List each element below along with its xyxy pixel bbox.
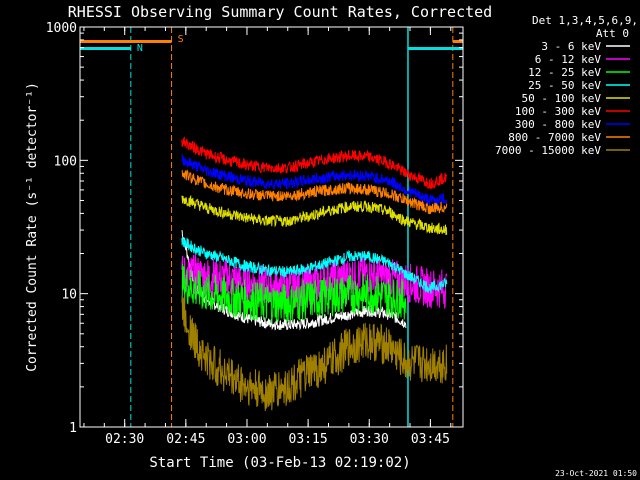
series-line-8	[181, 294, 448, 412]
legend-label: 12 - 25 keV	[528, 66, 601, 79]
x-axis-label: Start Time (03-Feb-13 02:19:02)	[149, 455, 410, 471]
legend-label: 25 - 50 keV	[528, 79, 601, 92]
y-tick-label: 100	[54, 154, 77, 169]
x-tick-label: 03:15	[289, 432, 328, 447]
saa-bar	[80, 40, 172, 43]
x-tick-label: 03:00	[227, 432, 266, 447]
legend-label: 7000 - 15000 keV	[495, 144, 601, 157]
legend-label: 100 - 300 keV	[515, 105, 601, 118]
legend-label: 800 - 7000 keV	[508, 131, 601, 144]
legend-header-line: Det 1,3,4,5,6,9,	[532, 14, 638, 27]
legend-label: 300 - 800 keV	[515, 118, 601, 131]
series-line-6	[181, 153, 448, 206]
y-tick-label: 1000	[46, 21, 77, 36]
y-tick-label: 10	[61, 288, 77, 303]
plot-frame	[79, 26, 464, 428]
plot-area: NS	[80, 27, 463, 427]
x-tick-label: 03:30	[350, 432, 389, 447]
x-tick-label: 03:45	[411, 432, 450, 447]
y-axis: 1 10 100 1000	[46, 21, 463, 436]
annotation-s: S	[178, 34, 184, 45]
legend-label: 6 - 12 keV	[535, 53, 602, 66]
night-bar	[80, 47, 131, 50]
legend-label: 50 - 100 keV	[522, 92, 602, 105]
series-line-7	[181, 169, 448, 215]
x-axis: 02:30 02:45 03:00 03:15 03:30 03:45	[83, 27, 452, 447]
y-tick-label: 1	[69, 421, 77, 436]
saa-bar-end	[452, 40, 463, 43]
chart-title: RHESSI Observing Summary Count Rates, Co…	[68, 3, 492, 21]
y-axis-label: Corrected Count Rate (s⁻¹ detector⁻¹)	[25, 82, 40, 372]
night-bar-end	[407, 47, 463, 50]
series-line-4	[181, 194, 448, 236]
series-line-5	[181, 136, 448, 190]
legend-label: 3 - 6 keV	[541, 40, 601, 53]
x-tick-label: 02:45	[166, 432, 205, 447]
series-line-3	[181, 236, 448, 294]
x-tick-label: 02:30	[105, 432, 144, 447]
series-line-2	[181, 263, 407, 324]
footer-date: 23-Oct-2021 01:50	[555, 469, 637, 478]
series-line-0	[181, 229, 407, 331]
annotation-n: N	[137, 43, 143, 54]
legend-header-line: Att 0	[596, 27, 629, 40]
